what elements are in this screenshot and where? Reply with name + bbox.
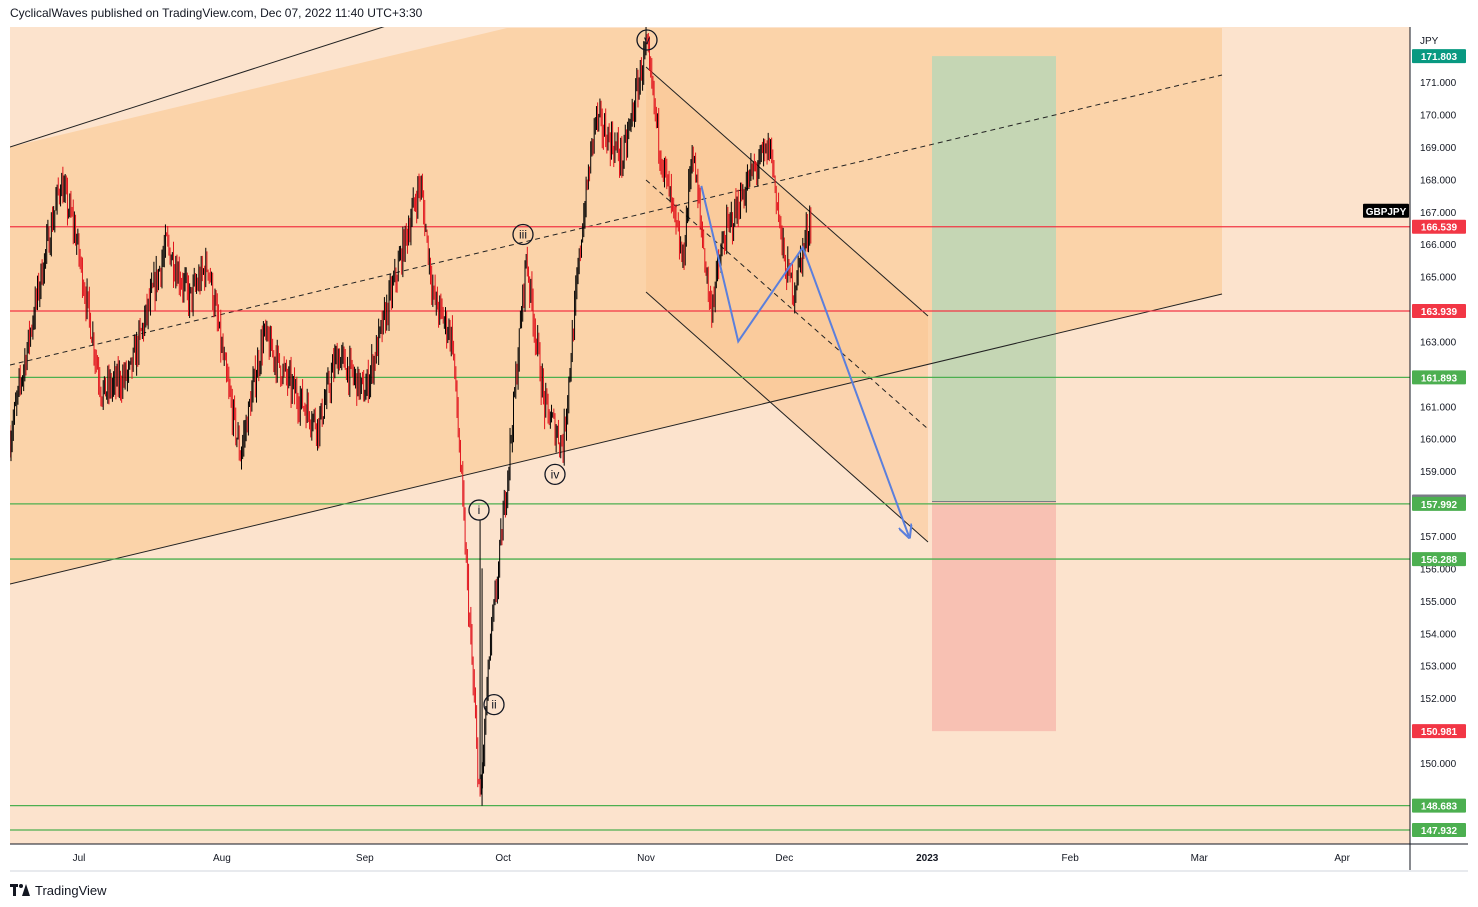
publication-header: CyclicalWaves published on TradingView.c… [10,6,423,20]
wave-label-text: iii [519,227,527,241]
long-position-target-zone [932,56,1056,502]
y-tick-label: 156.000 [1420,564,1457,575]
down-channel-upper-line[interactable] [645,66,929,317]
x-tick-label: Oct [495,853,511,864]
wave-label-text: iv [551,467,560,481]
wave-label-iii[interactable]: iii [512,223,534,246]
price-label: 166.539 [1412,219,1466,234]
y-tick-label: 166.000 [1420,240,1457,251]
x-tick-label: Dec [775,853,793,864]
channel-median-line[interactable] [10,74,1223,366]
y-tick-label: 168.000 [1420,175,1457,186]
y-tick-label: 163.000 [1420,337,1457,348]
svg-text:156.288: 156.288 [1421,555,1458,566]
svg-text:147.932: 147.932 [1421,826,1458,837]
price-label: 163.939 [1412,304,1466,319]
y-tick-label: 169.000 [1420,143,1457,154]
x-tick-label: 2023 [916,853,939,864]
channel-upper-line[interactable] [10,0,1222,148]
y-tick-label: 154.000 [1420,629,1457,640]
y-tick-label: 160.000 [1420,435,1457,446]
tradingview-footer[interactable]: TradingView [10,880,107,900]
ascending-channel-fill [10,28,1222,584]
y-tick-label: 152.000 [1420,694,1457,705]
price-label: 148.683 [1412,798,1466,813]
svg-text:150.981: 150.981 [1421,727,1458,738]
price-label: 156.288 [1412,552,1466,567]
long-position-stop-zone [932,501,1056,732]
tradingview-logo-icon [10,884,30,896]
svg-text:148.683: 148.683 [1421,802,1458,813]
x-tick-label: Nov [637,853,655,864]
wave-label-ii[interactable]: ii [483,693,505,716]
y-tick-label: 167.000 [1420,208,1457,219]
x-tick-label: Apr [1334,853,1350,864]
price-label: 147.932 [1412,822,1466,837]
svg-text:166.539: 166.539 [1421,223,1458,234]
x-tick-label: Aug [213,853,231,864]
y-tick-label: 159.000 [1420,467,1457,478]
down-channel-lower-line[interactable] [645,291,929,543]
y-tick-label: 150.000 [1420,759,1457,770]
svg-text:171.803: 171.803 [1421,52,1458,63]
wave-label-text: ii [491,698,496,712]
projected-wave-path[interactable] [700,185,908,536]
svg-text:157.992: 157.992 [1421,500,1458,511]
wave-label-i[interactable]: i [468,499,490,521]
currency-label: JPY [1420,36,1439,47]
channel-lower-line[interactable] [10,293,1223,585]
y-tick-label: 155.000 [1420,597,1457,608]
price-label: 161.893 [1412,370,1466,385]
y-tick-label: 153.000 [1420,662,1457,673]
tradingview-wordmark: TradingView [35,882,107,898]
y-tick-label: 165.000 [1420,273,1457,284]
wave-label-iv[interactable]: iv [544,463,566,486]
wave-label-text: v [644,33,650,47]
x-tick-label: Jul [73,853,86,864]
y-tick-label: 170.000 [1420,111,1457,122]
svg-text:161.893: 161.893 [1421,373,1458,384]
y-tick-label: 171.000 [1420,78,1457,89]
x-tick-label: Sep [356,853,374,864]
descending-channel-fill [646,67,928,542]
price-label: 171.803 [1412,49,1466,64]
svg-text:GBPJPY: GBPJPY [1366,207,1407,218]
wave-label-text: i [478,503,481,517]
price-label: 157.992 [1412,496,1466,511]
svg-text:163.939: 163.939 [1421,307,1458,318]
x-tick-label: Feb [1062,853,1080,864]
wave-label-v[interactable]: v [636,29,658,51]
y-tick-label: 157.000 [1420,532,1457,543]
x-tick-label: Mar [1191,853,1209,864]
price-label: 150.981 [1412,724,1466,739]
symbol-label: GBPJPY [1363,203,1409,218]
y-tick-label: 161.000 [1420,402,1457,413]
price-axis-background[interactable] [1410,27,1468,844]
